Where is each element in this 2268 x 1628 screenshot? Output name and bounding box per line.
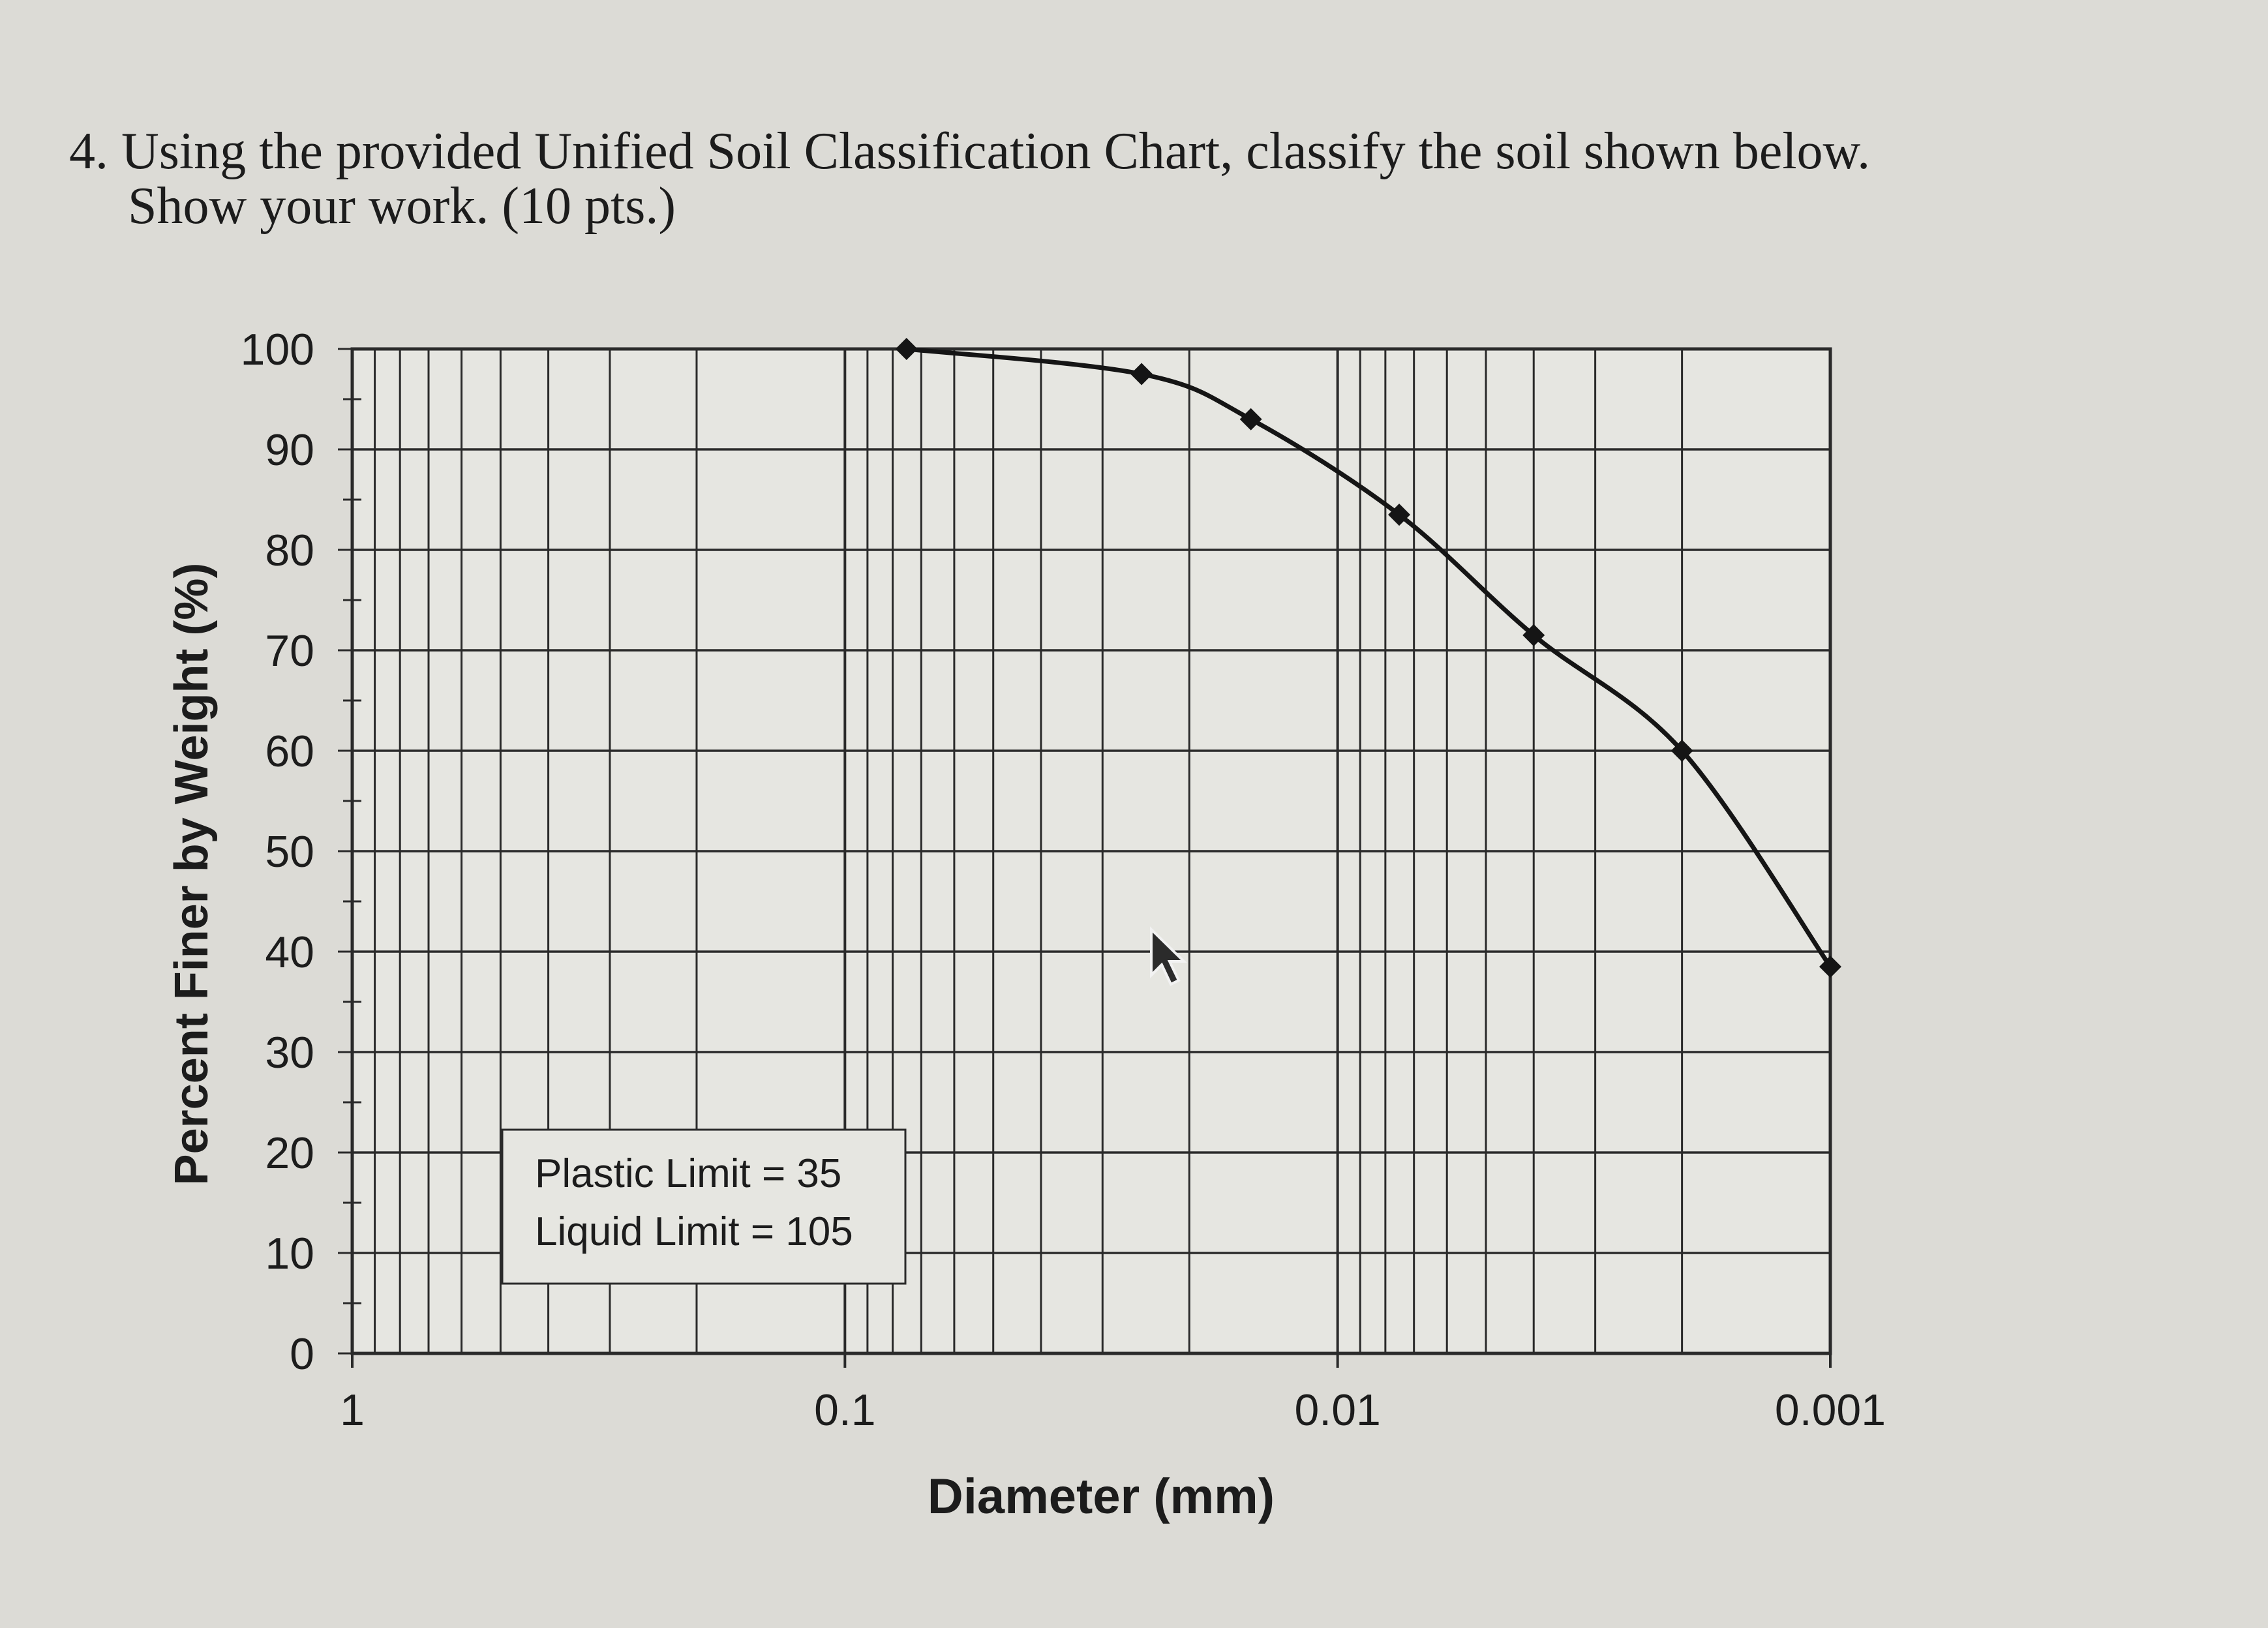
annotation-frame: [501, 1128, 907, 1285]
y-axis-label: Percent Finer by Weight (%): [166, 563, 218, 1186]
x-axis-label: Diameter (mm): [928, 1469, 1275, 1524]
data-point-marker: [1388, 504, 1411, 526]
limits-annotation-box: Plastic Limit = 35 Liquid Limit = 105: [501, 1128, 907, 1285]
x-tick-label: 0.1: [814, 1385, 876, 1435]
y-tick-label: 40: [265, 927, 314, 977]
y-tick-label: 30: [265, 1028, 314, 1078]
x-tick-label: 1: [340, 1385, 365, 1435]
y-tick-label: 70: [265, 626, 314, 676]
question-line-2: Show your work. (10 pts.): [128, 177, 676, 235]
data-point-marker: [1239, 408, 1262, 430]
data-point-marker: [1522, 624, 1545, 646]
liquid-limit-label: Liquid Limit = 105: [535, 1209, 853, 1254]
y-tick-label: 0: [290, 1329, 314, 1379]
x-tick-label: 0.01: [1294, 1385, 1380, 1435]
data-point-marker: [895, 338, 918, 360]
y-tick-label: 80: [265, 526, 314, 575]
data-point-marker: [1130, 363, 1153, 385]
mouse-cursor-icon: [1150, 926, 1187, 986]
axis-ticks: [338, 348, 1832, 1368]
plastic-limit-label: Plastic Limit = 35: [535, 1151, 841, 1196]
y-tick-label: 50: [265, 827, 314, 877]
question-text: 4. Using the provided Unified Soil Class…: [69, 124, 1870, 234]
y-tick-label: 90: [265, 425, 314, 475]
data-point-marker: [1819, 956, 1841, 978]
question-line-1: 4. Using the provided Unified Soil Class…: [69, 123, 1871, 180]
data-point-markers: [895, 338, 1841, 978]
y-tick-label: 20: [265, 1128, 314, 1178]
y-tick-label: 10: [265, 1229, 314, 1278]
y-tick-label: 100: [241, 325, 314, 374]
data-point-marker: [1671, 740, 1693, 762]
y-tick-label: 60: [265, 727, 314, 776]
x-tick-label: 0.001: [1775, 1385, 1886, 1435]
tick-labels: 0 10 20 30 40 50 60 70 80 90 100 1 0.1 0.01 0.001: [241, 325, 1886, 1435]
gradation-curve: [906, 346, 1832, 969]
